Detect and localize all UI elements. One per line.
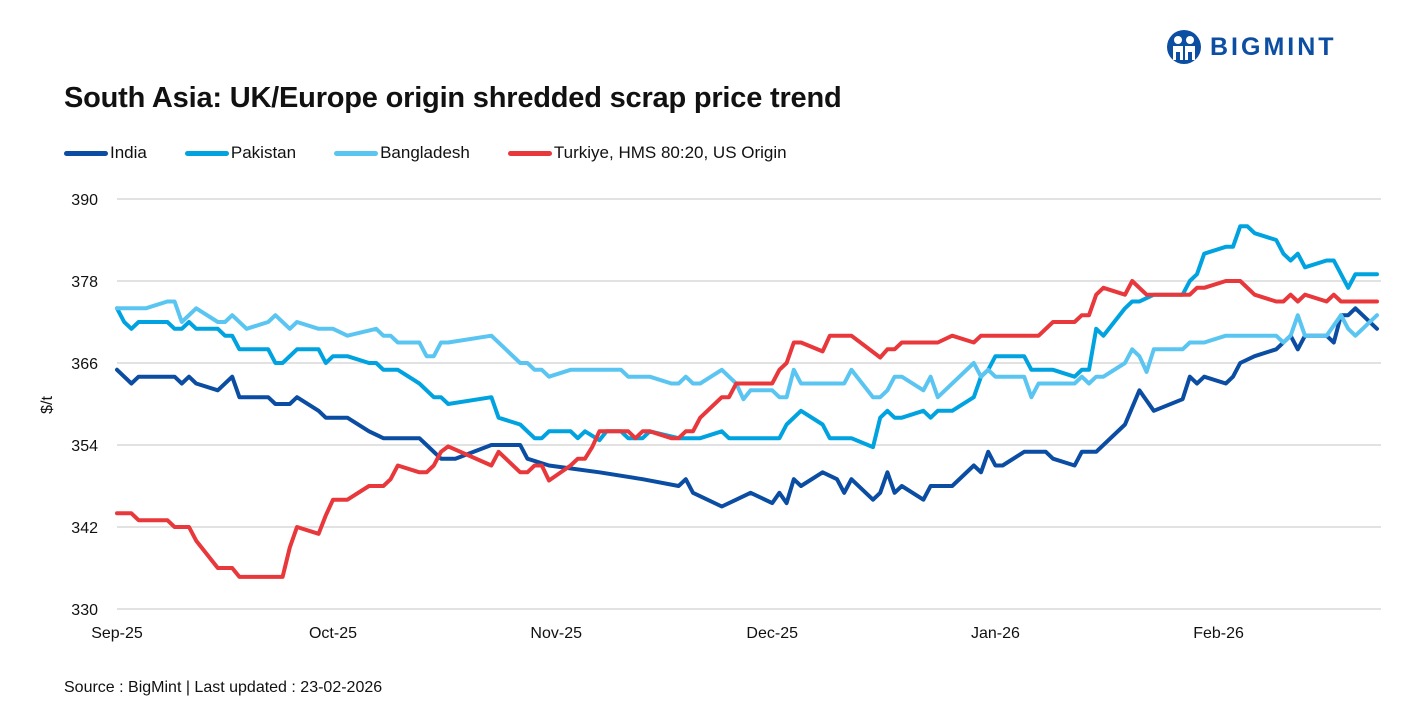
- legend-label: Bangladesh: [380, 143, 470, 162]
- bigmint-logo: BIGMINT: [1166, 29, 1337, 65]
- legend-swatch: [334, 150, 379, 156]
- legend-swatch: [184, 150, 229, 156]
- series-line-pakistan: [115, 224, 1379, 450]
- source-note: Source : BigMint | Last updated : 23-02-…: [64, 679, 383, 696]
- x-tick-label: Feb-26: [1193, 625, 1244, 642]
- legend-label: India: [110, 143, 147, 162]
- y-tick-label: 330: [71, 602, 98, 619]
- x-tick-label: Sep-25: [91, 625, 143, 642]
- y-axis-label: $/t: [39, 396, 56, 414]
- series-line-india: [115, 306, 1379, 509]
- y-tick-label: 342: [71, 520, 98, 537]
- legend-swatch: [64, 150, 108, 156]
- legend-item-pakistan: Pakistan: [184, 143, 297, 163]
- legend: India Pakistan Bangladesh Turkiye, HMS 8…: [64, 143, 825, 163]
- x-tick-label: Jan-26: [971, 625, 1020, 642]
- legend-item-bangladesh: Bangladesh: [334, 143, 470, 163]
- x-tick-label: Nov-25: [530, 625, 582, 642]
- legend-label: Pakistan: [230, 143, 297, 162]
- legend-item-turkiye: Turkiye, HMS 80:20, US Origin: [507, 143, 787, 163]
- x-tick-label: Dec-25: [746, 625, 798, 642]
- x-tick-label: Oct-25: [309, 625, 357, 642]
- series-line-bangladesh: [115, 299, 1379, 402]
- bigmint-logo-icon: [1167, 30, 1201, 64]
- y-tick-label: 378: [71, 274, 98, 291]
- chart-title: South Asia: UK/Europe origin shredded sc…: [64, 82, 842, 114]
- y-tick-label: 390: [71, 192, 98, 209]
- legend-item-india: India: [64, 143, 147, 163]
- y-tick-label: 366: [71, 356, 98, 373]
- y-tick-label: 354: [71, 438, 98, 455]
- series-line-turkiye: [115, 279, 1379, 579]
- legend-swatch: [507, 150, 552, 156]
- bigmint-logo-text: BIGMINT: [1210, 32, 1337, 61]
- legend-label: Turkiye, HMS 80:20, US Origin: [553, 143, 787, 162]
